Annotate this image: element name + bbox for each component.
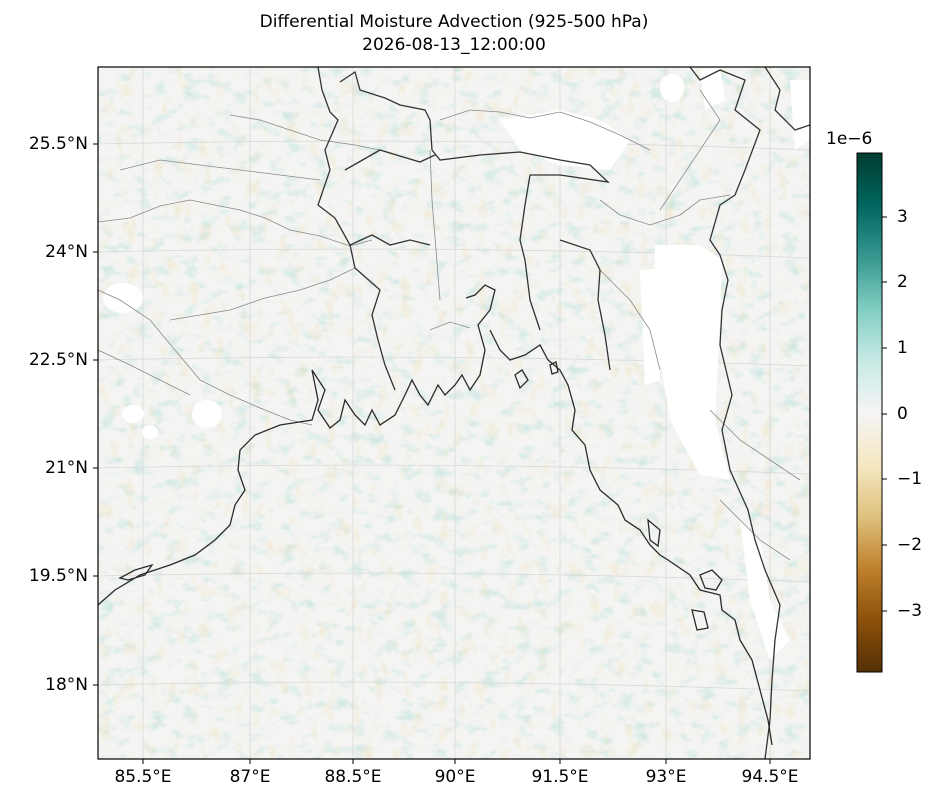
masked-region xyxy=(640,268,660,385)
coastline-island xyxy=(699,569,723,591)
lon-label: 87°E xyxy=(229,767,271,787)
masked-region xyxy=(660,74,684,102)
country-border xyxy=(689,67,781,759)
state-border xyxy=(98,289,313,426)
colorbar-label: 0 xyxy=(897,404,908,424)
lon-label: 94.5°E xyxy=(741,767,799,787)
lon-label: 91.5°E xyxy=(531,767,589,787)
country-border xyxy=(559,239,611,371)
masked-region xyxy=(192,400,222,428)
subtitle: 2026-08-13_12:00:00 xyxy=(362,35,546,55)
colorbar-label: −2 xyxy=(897,535,923,555)
coastline-segment xyxy=(98,369,319,606)
country-border xyxy=(764,67,810,131)
lat-label: 19.5°N xyxy=(28,566,88,586)
country-borders xyxy=(317,67,810,759)
colorbar-label: −3 xyxy=(897,601,923,621)
state-border xyxy=(599,269,661,371)
x-axis-ticks xyxy=(142,759,771,764)
colorbar-ticks xyxy=(882,216,887,612)
coastline-island xyxy=(647,518,661,548)
country-border xyxy=(349,234,431,246)
state-border xyxy=(439,109,651,151)
lat-label: 24°N xyxy=(45,242,88,262)
colorbar-label: −1 xyxy=(897,469,923,489)
masked-region xyxy=(122,405,144,423)
y-axis-ticks xyxy=(93,143,98,686)
state-border xyxy=(119,159,321,181)
state-borders xyxy=(98,89,801,561)
coastline-segment xyxy=(118,563,154,581)
gridline-lat xyxy=(98,140,810,151)
country-border xyxy=(317,67,396,391)
country-border xyxy=(339,70,610,331)
title: Differential Moisture Advection (925-500… xyxy=(259,12,649,32)
state-border xyxy=(709,409,801,481)
lat-label: 22.5°N xyxy=(28,350,88,370)
state-border xyxy=(169,267,356,321)
map-panel xyxy=(98,67,810,759)
coastline-island xyxy=(549,361,559,375)
masked-region xyxy=(655,245,730,480)
state-border xyxy=(659,89,721,211)
state-border xyxy=(229,114,381,151)
lon-label: 88.5°E xyxy=(324,767,382,787)
masked-region xyxy=(142,425,158,439)
country-border xyxy=(344,149,436,171)
state-border xyxy=(719,499,791,561)
coastline-segment xyxy=(489,329,773,746)
state-border xyxy=(599,194,731,226)
map-frame xyxy=(97,66,811,760)
lat-label: 18°N xyxy=(45,675,88,695)
colorbar-label: 3 xyxy=(897,207,908,227)
coastline-segment xyxy=(311,284,496,429)
gridline-lat xyxy=(98,681,810,692)
colorbar xyxy=(856,152,887,673)
gridline-lat xyxy=(98,572,810,583)
masked-region xyxy=(103,283,143,313)
state-border xyxy=(98,349,191,396)
lat-label: 21°N xyxy=(45,458,88,478)
lon-label: 90°E xyxy=(434,767,476,787)
colorbar-exponent: 1e−6 xyxy=(826,129,873,149)
state-border xyxy=(98,199,373,247)
coastline xyxy=(98,284,773,746)
coastline-island xyxy=(514,369,529,390)
lat-label: 25.5°N xyxy=(28,134,88,154)
lon-label: 93°E xyxy=(645,767,687,787)
coastline-island xyxy=(691,609,709,631)
state-border xyxy=(429,321,471,331)
lon-label: 85.5°E xyxy=(114,767,172,787)
colorbar-label: 2 xyxy=(897,272,908,292)
colorbar-label: 1 xyxy=(897,338,908,358)
masked-region xyxy=(790,80,810,150)
state-border xyxy=(429,149,441,301)
colorbar-bar xyxy=(856,152,883,673)
